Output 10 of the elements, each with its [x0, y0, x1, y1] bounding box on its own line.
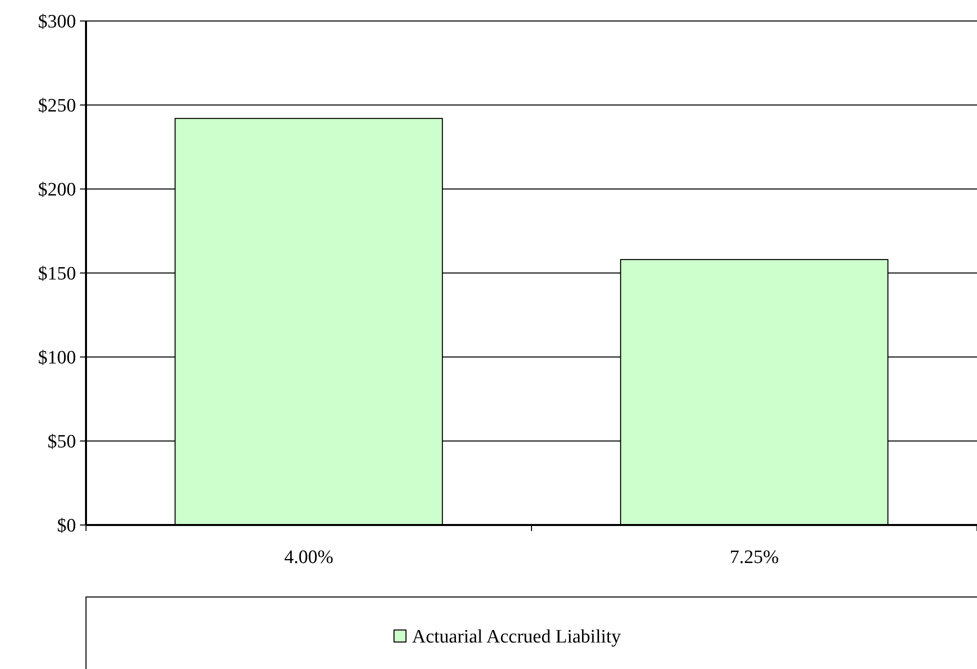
x-tick-label: 7.25% [730, 547, 779, 568]
y-tick-label: $100 [38, 348, 76, 369]
x-tick-label: 4.00% [284, 547, 334, 568]
y-tick-label: $0 [57, 516, 76, 537]
y-tick-label: $300 [38, 12, 76, 33]
legend-label: Actuarial Accrued Liability [412, 626, 622, 648]
y-tick-label: $50 [48, 432, 76, 453]
y-tick-label: $250 [38, 96, 76, 117]
y-tick-label: $150 [38, 264, 76, 285]
y-tick-label: $200 [38, 180, 76, 201]
